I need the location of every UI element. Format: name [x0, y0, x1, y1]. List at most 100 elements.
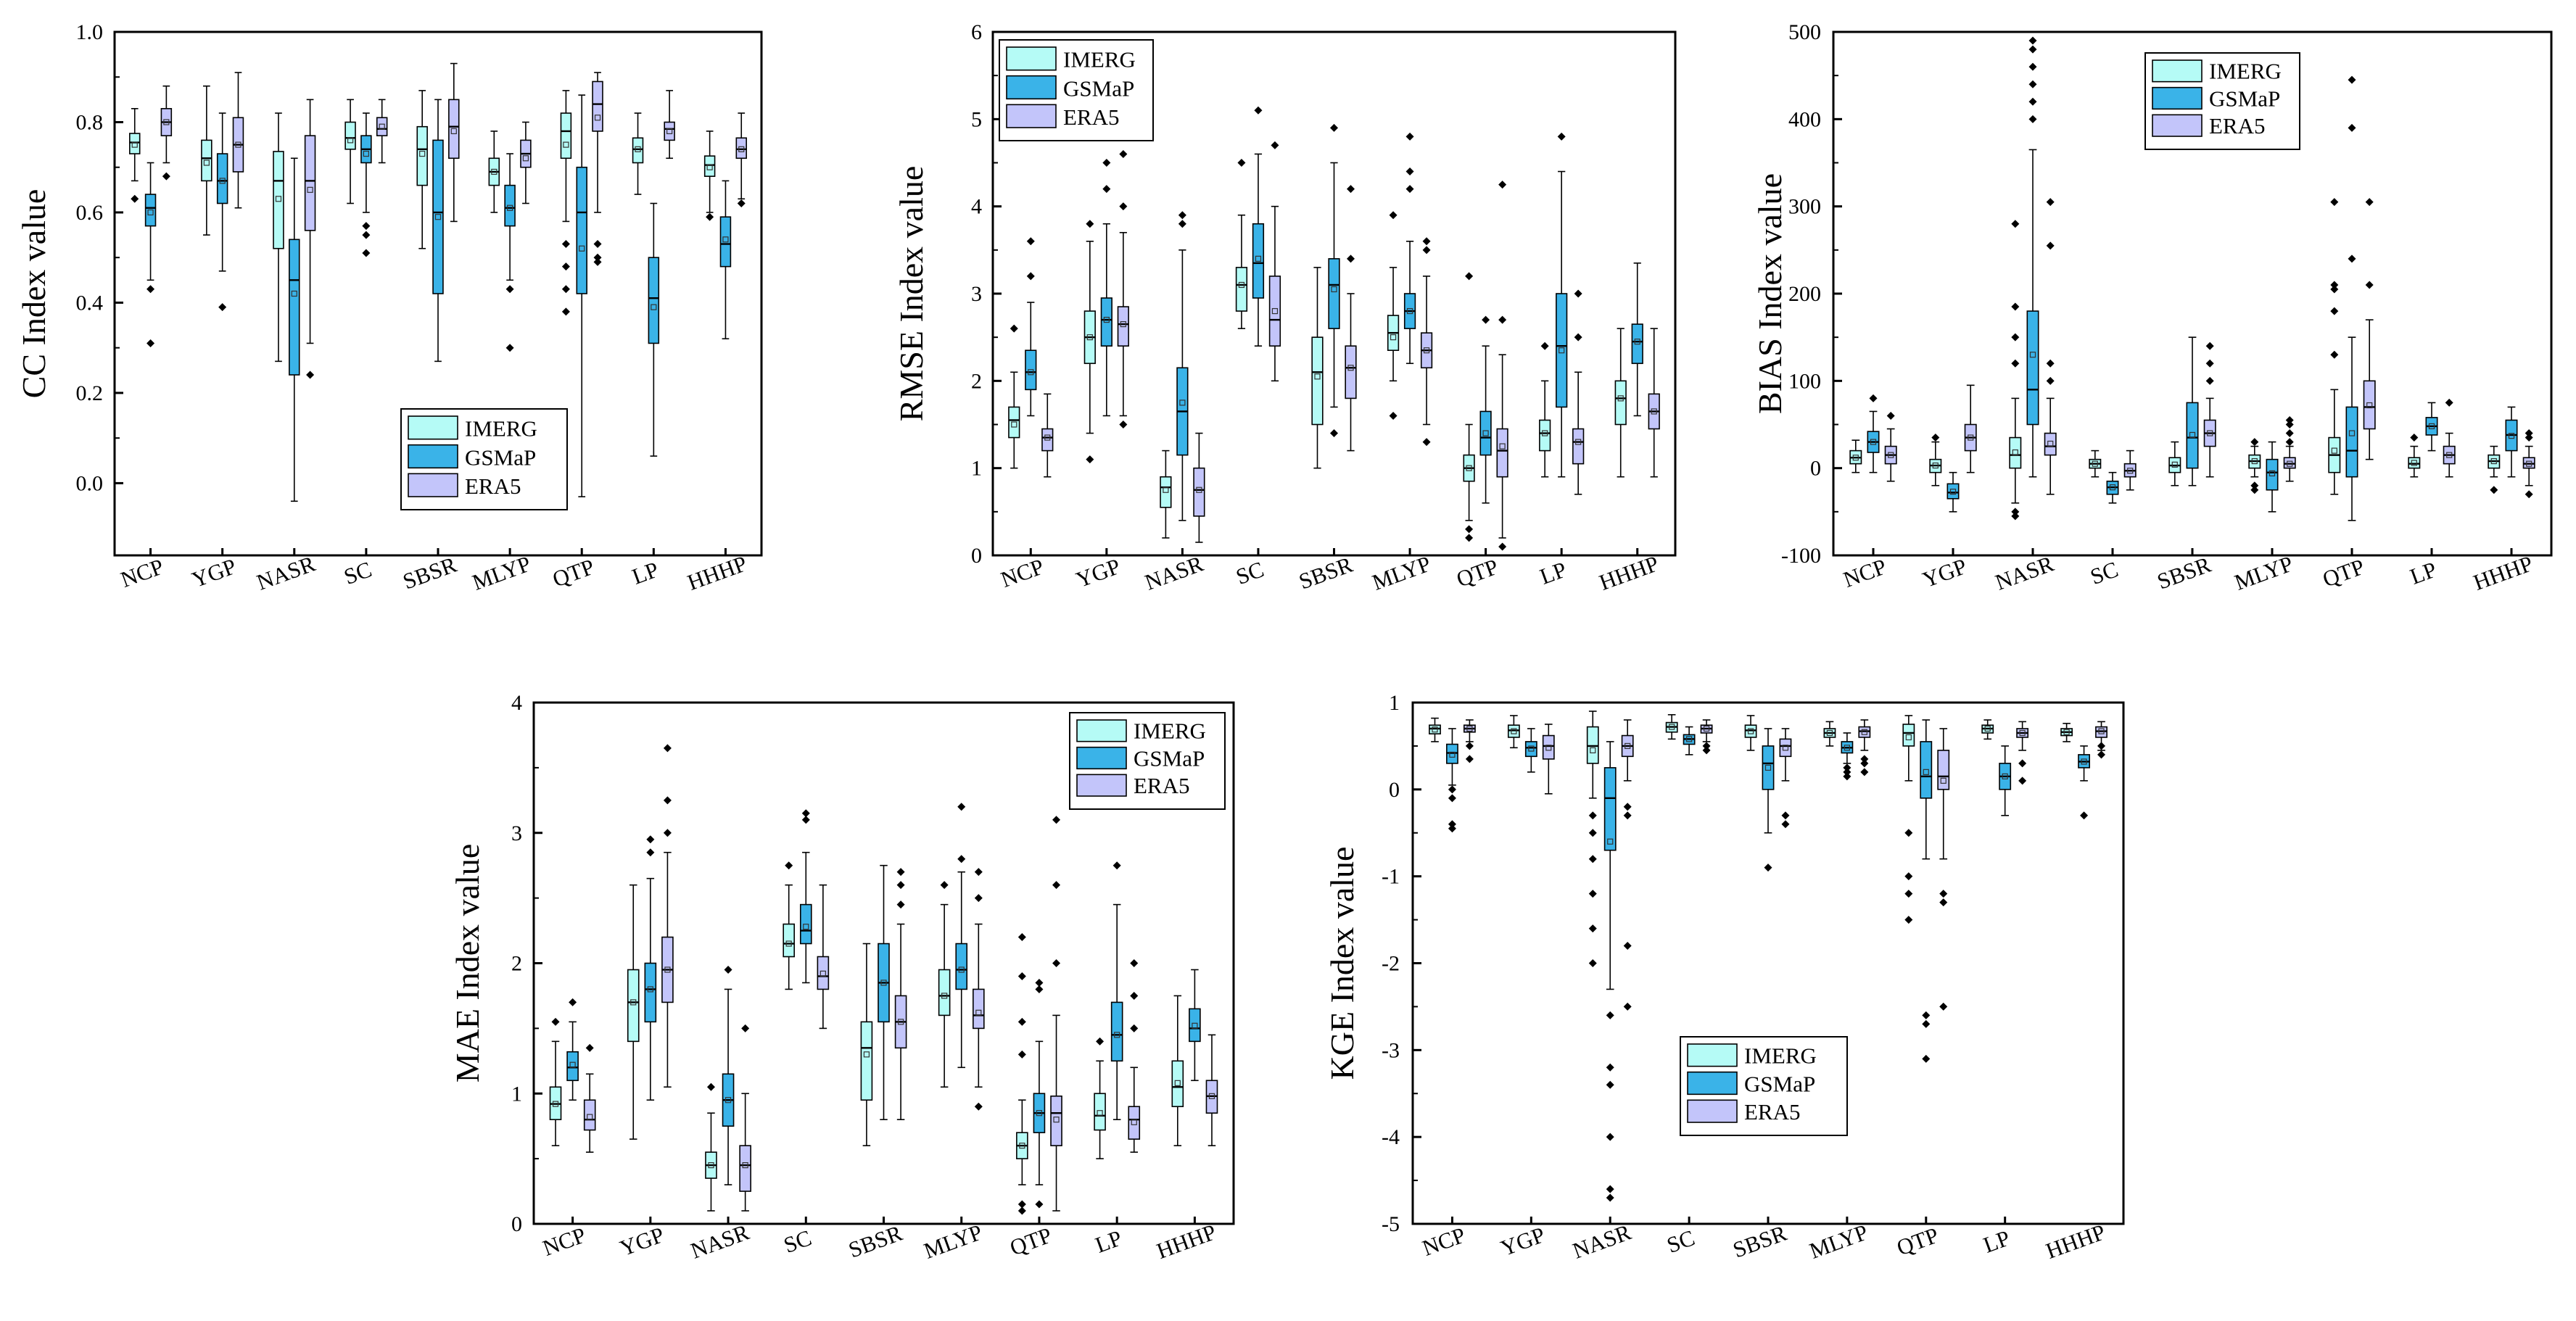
y-tick-label: -100	[1781, 544, 1821, 568]
outlier-point	[1588, 855, 1597, 864]
outlier-point	[1130, 991, 1139, 1000]
mean-marker	[1131, 1119, 1137, 1125]
outlier-point	[2250, 438, 2259, 447]
box-gsmap-sc	[799, 809, 812, 984]
box-imerg-mlyp	[488, 131, 500, 213]
outlier-point	[2330, 350, 2339, 359]
box-gsmap-mlyp	[504, 153, 516, 352]
outlier-point	[2330, 281, 2339, 289]
category-label: QTP	[549, 554, 598, 592]
box-gsmap-sbsr	[1762, 728, 1775, 872]
y-tick-label: 5	[971, 107, 982, 131]
outlier-point	[585, 1043, 594, 1052]
outlier-point	[1422, 237, 1431, 246]
outlier-point	[1035, 1200, 1044, 1209]
mean-marker	[742, 1162, 748, 1169]
mean-marker	[2428, 423, 2435, 430]
outlier-point	[2028, 62, 2037, 71]
outlier-point	[1330, 123, 1338, 132]
mean-marker	[419, 150, 426, 157]
box-era5-mlyp	[520, 121, 532, 204]
outlier-point	[1405, 167, 1414, 176]
category-label: SBSR	[2154, 552, 2215, 595]
legend-swatch-era5	[1687, 1099, 1738, 1123]
mean-marker	[1482, 430, 1489, 436]
box-era5-mlyp	[1420, 237, 1433, 447]
box-gsmap-nasr	[722, 965, 735, 1185]
outlier-point	[1347, 254, 1355, 263]
box-body	[817, 956, 830, 990]
mean-marker	[1314, 373, 1321, 380]
mean-marker	[664, 966, 671, 973]
box-gsmap-ncp	[1446, 728, 1458, 833]
outlier-point	[1254, 106, 1263, 115]
mean-marker	[2366, 402, 2373, 409]
mean-marker	[1545, 745, 1552, 751]
mean-marker	[1255, 255, 1262, 262]
mean-marker	[2331, 447, 2337, 454]
box-body	[973, 988, 985, 1030]
box-era5-qtp	[1050, 816, 1062, 1212]
mean-marker	[2207, 430, 2213, 436]
box-gsmap-hhhp	[2078, 745, 2090, 820]
mean-marker	[1028, 369, 1034, 376]
outlier-point	[2525, 434, 2533, 442]
y-tick-label: 1	[1389, 691, 1400, 715]
box-body	[2408, 457, 2421, 469]
box-body	[1496, 428, 1508, 478]
outlier-point	[362, 231, 371, 239]
mean-marker	[2508, 433, 2515, 439]
outlier-point	[1102, 159, 1111, 167]
outlier-point	[218, 303, 227, 312]
mean-marker	[1826, 729, 1833, 737]
box-imerg-sc	[1235, 159, 1248, 329]
box-body	[1050, 1096, 1062, 1146]
box-gsmap-sc	[2106, 471, 2119, 504]
box-era5-ncp	[1041, 393, 1054, 478]
mean-marker	[2348, 430, 2356, 436]
outlier-point	[2011, 508, 2020, 516]
outlier-point	[1498, 181, 1507, 189]
legend-label: ERA5	[1134, 773, 1190, 798]
box-gsmap-sbsr	[432, 99, 444, 363]
box-gsmap-lp	[1999, 745, 2012, 816]
mean-marker	[1669, 724, 1675, 730]
box-body	[783, 923, 795, 958]
box-era5-nasr	[1621, 719, 1634, 1011]
box-era5-sbsr	[448, 62, 460, 223]
outlier-point	[896, 900, 905, 909]
y-tick-label: 2	[511, 952, 522, 976]
mean-marker	[2063, 729, 2070, 735]
y-tick-label: 1	[971, 457, 982, 481]
box-gsmap-sc	[1252, 106, 1265, 347]
mean-marker	[1607, 838, 1614, 845]
box-imerg-lp	[1539, 341, 1551, 478]
outlier-point	[2011, 512, 2020, 521]
outlier-point	[2011, 302, 2020, 311]
panel-1: 0.0 0.2 0.4 0.6 0.8 1.0 CC Index value NCP YGP NA…	[15, 20, 763, 595]
legend-swatch-era5	[1076, 774, 1127, 797]
mean-marker	[2251, 457, 2258, 465]
box-era5-ygp	[1542, 724, 1555, 795]
mean-marker	[1406, 307, 1413, 315]
outlier-point	[2490, 486, 2498, 494]
category-label: QTP	[2319, 554, 2368, 592]
mean-marker	[1086, 334, 1093, 341]
outlier-point	[1448, 794, 1456, 803]
box-gsmap-nasr	[1603, 741, 1617, 1202]
box-body	[938, 969, 951, 1016]
box-era5-ygp	[1964, 384, 1977, 473]
box-imerg-lp	[2408, 434, 2421, 478]
outlier-point	[1540, 341, 1549, 350]
outlier-point	[1588, 811, 1597, 820]
box-era5-qtp	[2363, 198, 2376, 460]
legend-label: IMERG	[1134, 719, 1206, 744]
panel-3: -100 0 100 200 300 400 500 BIAS Index value NCP Y…	[1751, 20, 2553, 595]
category-label: SBSR	[1730, 1220, 1791, 1263]
outlier-point	[561, 285, 570, 294]
box-gsmap-lp	[1556, 132, 1568, 478]
mean-marker	[738, 146, 745, 152]
outlier-point	[663, 829, 672, 837]
